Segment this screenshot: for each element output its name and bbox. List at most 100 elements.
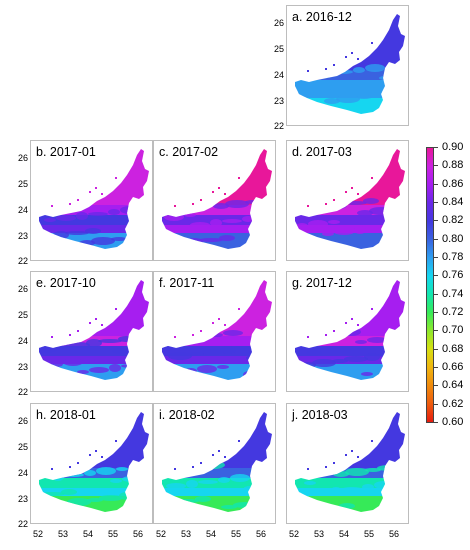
land-patch bbox=[223, 330, 243, 336]
island bbox=[357, 456, 359, 458]
land-patch bbox=[200, 349, 224, 355]
land-patch bbox=[98, 339, 122, 343]
land-patch bbox=[108, 209, 120, 215]
land-zone bbox=[162, 478, 272, 488]
land-patch bbox=[199, 238, 223, 242]
land-patch bbox=[63, 358, 83, 366]
land-patch bbox=[339, 503, 355, 509]
land-zone bbox=[295, 70, 405, 80]
land-zone bbox=[295, 90, 405, 98]
island bbox=[371, 308, 373, 310]
land-zone bbox=[39, 364, 149, 380]
land-patch bbox=[367, 337, 387, 343]
colorbar-label: 0.66 bbox=[442, 361, 464, 373]
colorbar bbox=[426, 147, 434, 423]
land-patch bbox=[67, 498, 91, 506]
land-patch bbox=[164, 213, 184, 221]
land-patch bbox=[175, 499, 199, 503]
island bbox=[89, 322, 91, 324]
island bbox=[212, 454, 214, 456]
land-patch bbox=[55, 501, 71, 507]
land-patch bbox=[353, 67, 365, 73]
land-patch bbox=[341, 328, 361, 336]
island bbox=[69, 334, 71, 336]
y-tick-label: 22 bbox=[17, 256, 28, 266]
land-zone bbox=[39, 215, 149, 225]
colorbar-label: 0.60 bbox=[442, 416, 464, 428]
land-patch bbox=[61, 489, 77, 495]
island bbox=[218, 318, 220, 320]
land-patch bbox=[336, 95, 360, 103]
land-patch bbox=[201, 461, 225, 469]
land-patch bbox=[324, 98, 340, 104]
land-patch bbox=[221, 505, 237, 509]
land-patch bbox=[298, 89, 314, 97]
island bbox=[345, 56, 347, 58]
land-zone bbox=[162, 225, 272, 233]
land-zone bbox=[295, 346, 405, 356]
y-tick-label: 22 bbox=[17, 387, 28, 397]
land-patch bbox=[185, 368, 197, 374]
land-patch bbox=[110, 479, 122, 483]
land-zone bbox=[162, 496, 272, 512]
land-patch bbox=[243, 371, 255, 379]
island bbox=[77, 199, 79, 201]
land-zone bbox=[162, 205, 272, 215]
land-patch bbox=[83, 358, 95, 362]
land-patch bbox=[307, 462, 323, 470]
colorbar-label: 0.62 bbox=[442, 397, 464, 410]
land-patch bbox=[343, 201, 367, 205]
island bbox=[345, 454, 347, 456]
x-tick-label: 56 bbox=[132, 529, 143, 539]
land-patch bbox=[363, 198, 379, 204]
island bbox=[200, 462, 202, 464]
land-patch bbox=[190, 222, 210, 228]
y-tick-label: 26 bbox=[17, 416, 28, 426]
uae-map bbox=[39, 412, 149, 512]
island bbox=[371, 177, 373, 179]
land-patch bbox=[333, 70, 353, 74]
land-patch bbox=[345, 468, 369, 476]
land-patch bbox=[77, 370, 89, 374]
x-tick-label: 52 bbox=[155, 529, 166, 539]
island bbox=[51, 468, 53, 470]
colorbar-tick bbox=[434, 165, 438, 167]
map-panel: h. 2018-01 bbox=[30, 403, 153, 524]
island bbox=[192, 334, 194, 336]
island bbox=[333, 64, 335, 66]
x-tick-label: 52 bbox=[32, 529, 43, 539]
land-patch bbox=[374, 481, 394, 489]
colorbar-label: 0.90 bbox=[442, 141, 464, 153]
land-patch bbox=[366, 226, 386, 230]
land-patch bbox=[210, 219, 222, 227]
island bbox=[224, 456, 226, 458]
land-patch bbox=[198, 480, 218, 484]
y-tick-label: 26 bbox=[273, 18, 284, 28]
island bbox=[51, 205, 53, 207]
land-patch bbox=[306, 350, 322, 356]
x-tick-label: 56 bbox=[255, 529, 266, 539]
island bbox=[89, 191, 91, 193]
x-tick-label: 54 bbox=[205, 529, 216, 539]
island bbox=[77, 330, 79, 332]
island bbox=[351, 187, 353, 189]
land-patch bbox=[328, 220, 340, 224]
land-zone bbox=[295, 233, 405, 249]
y-tick-label: 25 bbox=[273, 44, 284, 54]
land-patch bbox=[333, 471, 349, 477]
colorbar-label: 0.80 bbox=[442, 232, 464, 245]
colorbar-label: 0.68 bbox=[442, 342, 464, 355]
y-tick-label: 22 bbox=[273, 121, 284, 131]
island bbox=[69, 466, 71, 468]
land-zone bbox=[39, 205, 149, 215]
island bbox=[307, 205, 309, 207]
uae-map bbox=[295, 412, 405, 512]
colorbar-label: 0.88 bbox=[442, 159, 464, 172]
y-tick-label: 24 bbox=[17, 468, 28, 478]
island bbox=[333, 330, 335, 332]
island bbox=[89, 454, 91, 456]
land-zone bbox=[295, 336, 405, 346]
land-patch bbox=[332, 359, 348, 363]
x-tick-label: 55 bbox=[230, 529, 241, 539]
land-patch bbox=[165, 371, 185, 375]
